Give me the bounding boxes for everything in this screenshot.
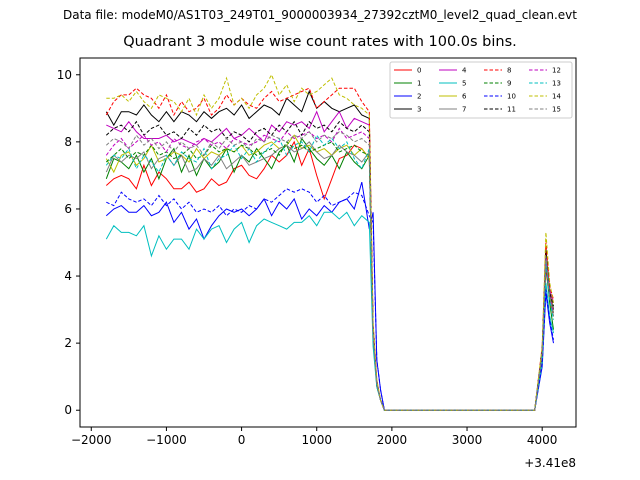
series-line-6 [105, 134, 554, 411]
legend-label-9: 9 [507, 80, 511, 88]
series-line-12 [105, 127, 554, 411]
legend-label-8: 8 [507, 67, 511, 75]
y-tick-label: 4 [64, 269, 72, 283]
x-axis: −2000 −1000 0 1000 2000 3000 4000 [71, 427, 557, 447]
x-offset-label: +3.41e8 [524, 456, 576, 470]
series-line-15 [105, 131, 554, 411]
legend-label-13: 13 [552, 80, 561, 88]
legend-label-10: 10 [507, 93, 516, 101]
x-tick-label: 2000 [377, 433, 408, 447]
x-tick-label: −2000 [71, 433, 112, 447]
series-line-7 [105, 141, 554, 411]
legend-label-1: 1 [417, 80, 421, 88]
series-layer [105, 73, 554, 411]
series-line-14 [106, 73, 554, 411]
legend-box [389, 61, 573, 119]
legend-label-3: 3 [417, 106, 421, 114]
legend-label-2: 2 [417, 93, 421, 101]
x-tick-label: 4000 [527, 433, 558, 447]
y-tick-label: 6 [64, 202, 72, 216]
chart-title: Quadrant 3 module wise count rates with … [123, 34, 517, 50]
series-line-2 [105, 181, 554, 411]
legend-label-4: 4 [462, 67, 467, 75]
series-line-0 [105, 140, 554, 411]
x-tick-label: 1000 [301, 433, 332, 447]
x-tick-label: −1000 [146, 433, 187, 447]
series-line-8 [105, 87, 554, 411]
legend-label-15: 15 [552, 106, 561, 114]
legend-label-12: 12 [552, 67, 561, 75]
legend-label-5: 5 [462, 80, 466, 88]
series-line-5 [105, 211, 554, 411]
legend-label-0: 0 [417, 67, 421, 75]
series-line-1 [105, 137, 554, 411]
legend-label-11: 11 [507, 106, 516, 114]
legend-label-6: 6 [462, 93, 467, 101]
data-file-title: Data file: modeM0/AS1T03_249T01_90000039… [63, 8, 577, 22]
series-line-13 [105, 134, 554, 411]
y-tick-label: 0 [64, 403, 72, 417]
plot-frame [79, 57, 577, 428]
x-tick-label: 0 [238, 433, 246, 447]
y-axis: 0 2 4 6 8 10 [57, 68, 80, 417]
legend-label-14: 14 [552, 93, 561, 101]
legend-label-7: 7 [462, 106, 466, 114]
y-tick-label: 2 [64, 336, 72, 350]
series-line-3 [105, 90, 554, 411]
x-tick-label: 3000 [452, 433, 483, 447]
series-line-9 [105, 141, 554, 411]
y-tick-label: 8 [64, 135, 72, 149]
y-tick-label: 10 [57, 68, 72, 82]
